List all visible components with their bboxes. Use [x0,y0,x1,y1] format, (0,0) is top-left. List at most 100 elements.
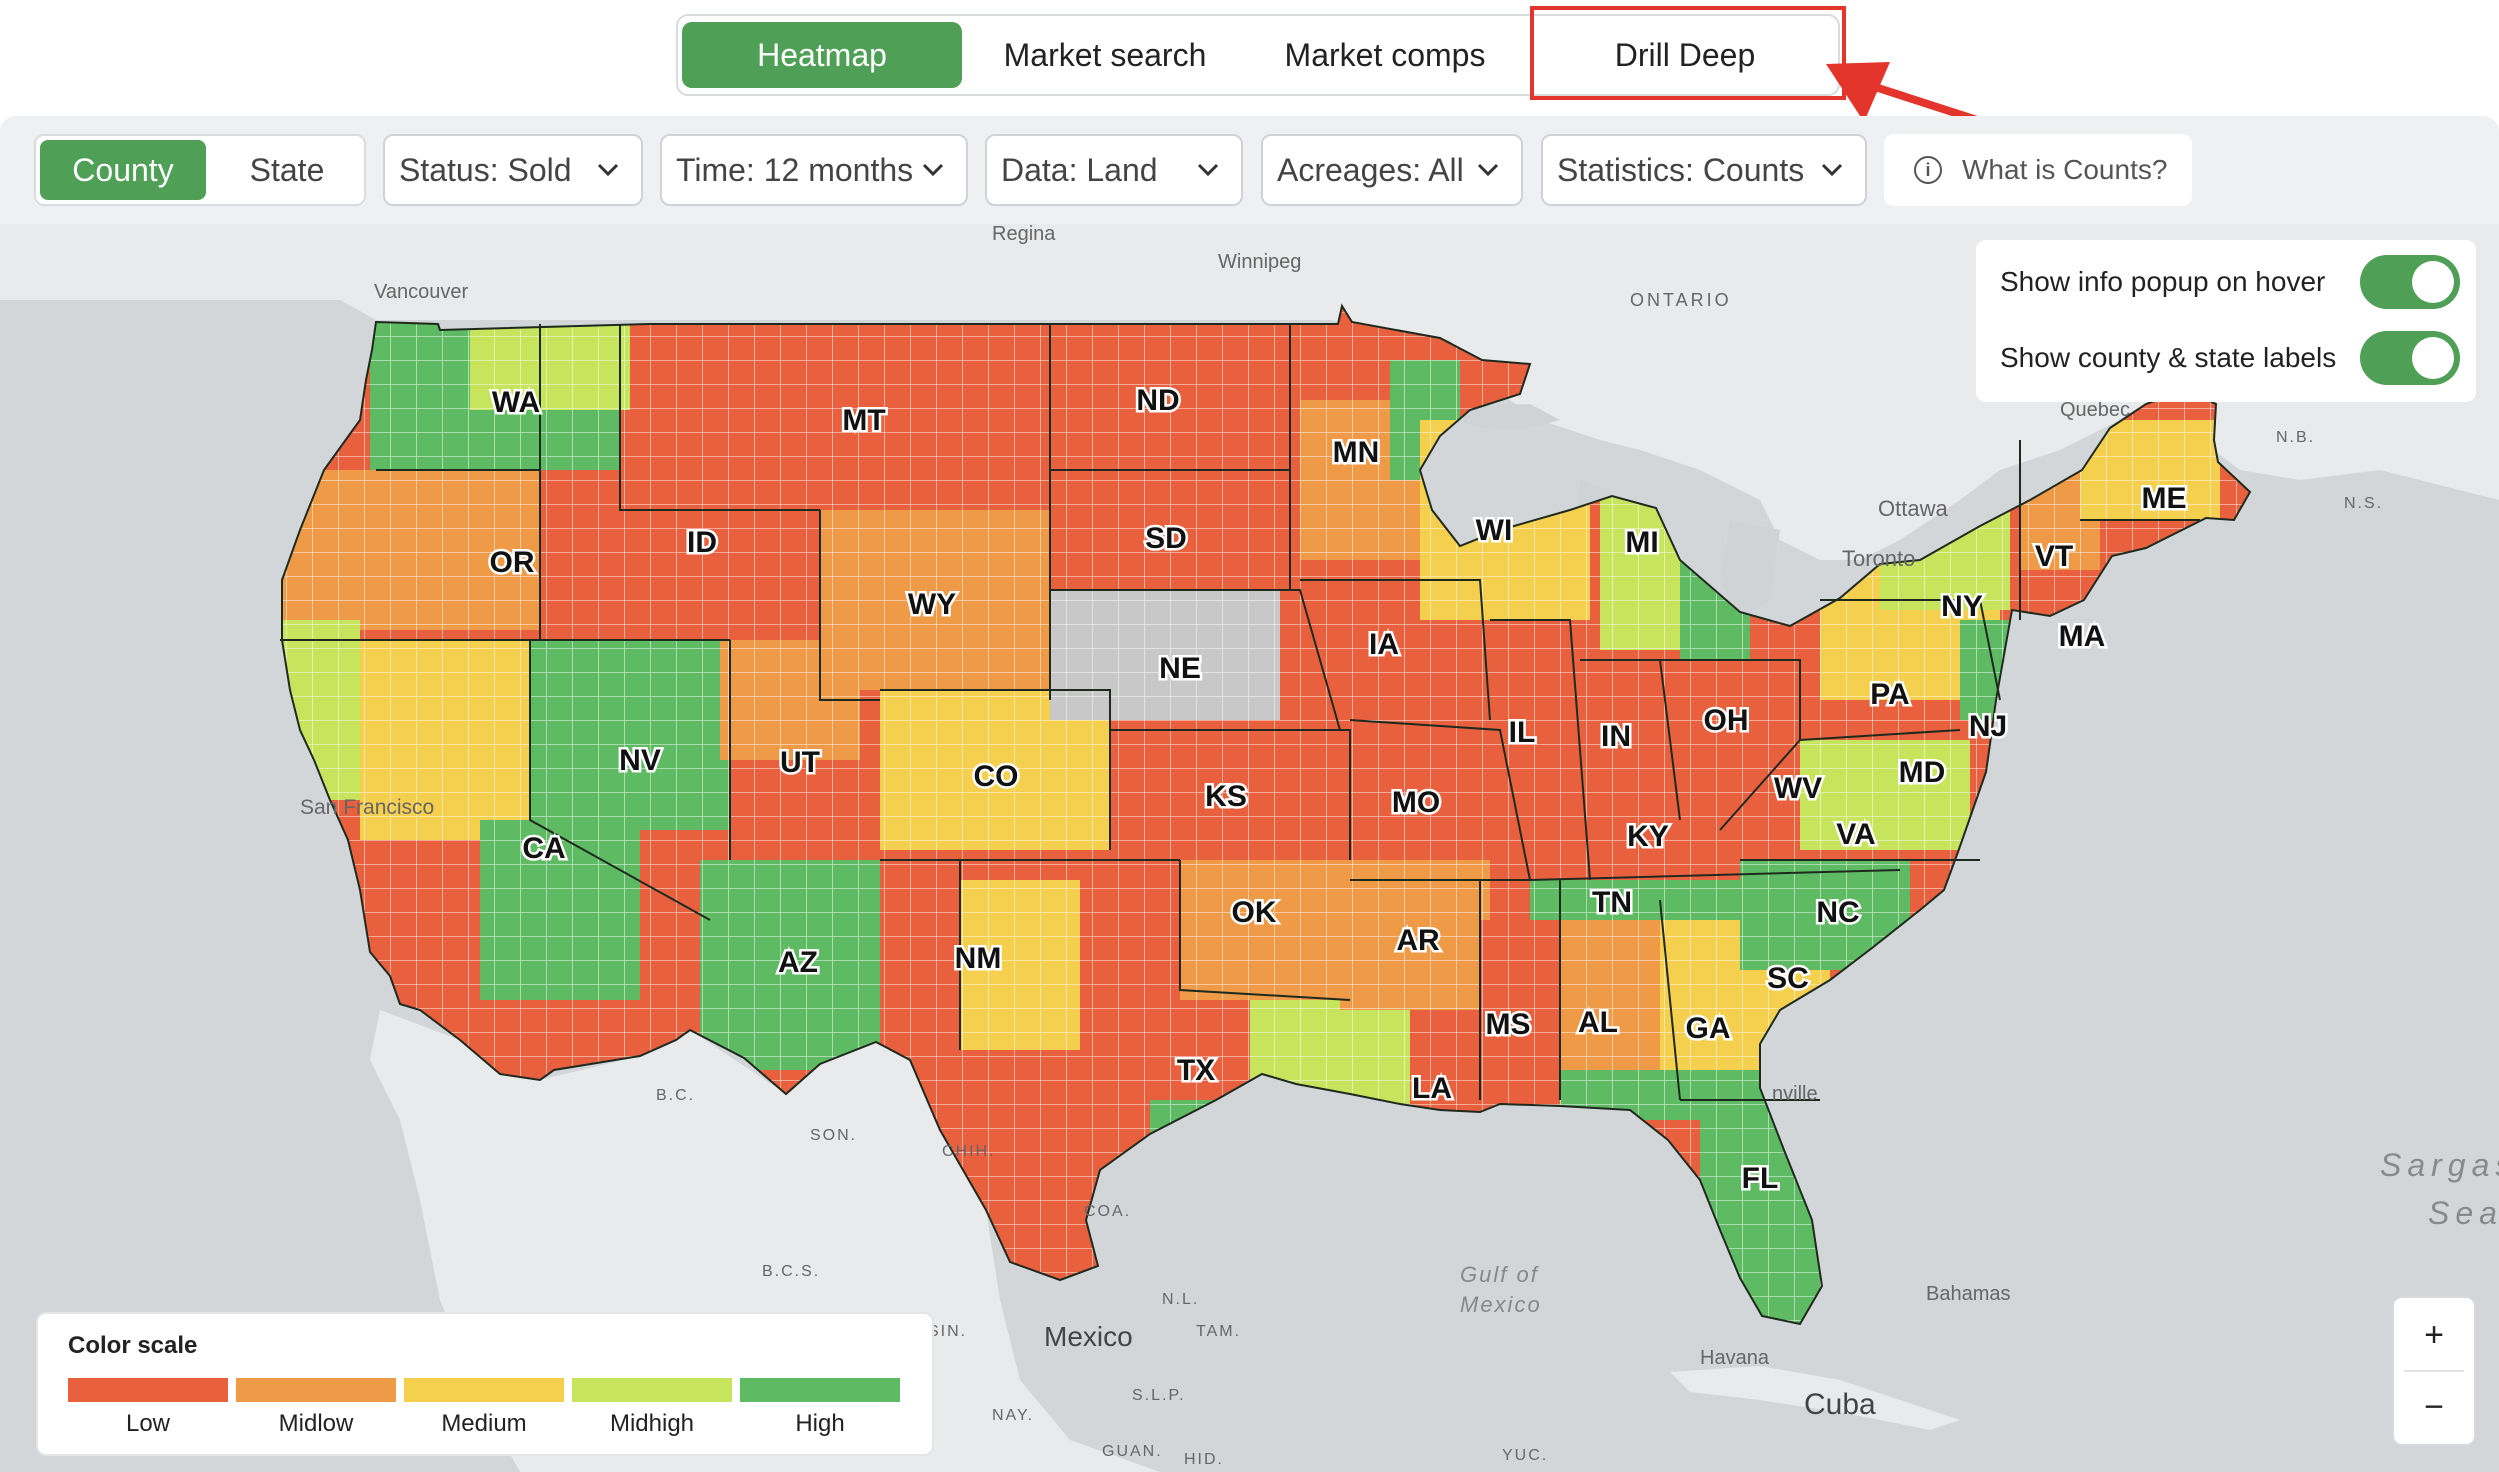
time-dropdown[interactable]: Time: 12 months [660,134,968,206]
label-san-francisco: San Francisco [300,796,434,819]
data-dropdown[interactable]: Data: Land [985,134,1243,206]
label-sargasso: Sargas [2380,1147,2499,1183]
state-label-nc: NC [1816,896,1859,929]
state-label-co: CO [974,760,1019,793]
toggle-knob [2412,261,2454,303]
state-label-mo: MO [1392,786,1440,819]
state-label-wa: WA [492,386,540,419]
state-label-nj: NJ [1969,710,2007,743]
label-quebec: Quebec [2060,399,2130,421]
tab-market-comps[interactable]: Market comps [1284,37,1486,73]
legend-swatch-low [68,1378,228,1402]
chevron-down-icon [1475,136,1501,227]
place-labels: Regina Winnipeg Vancouver ONTARIO Quebec… [300,224,2499,1468]
state-label-vt: VT [2035,540,2073,573]
state-label-wi: WI [1476,514,1513,547]
legend-label-medium: Medium [441,1410,527,1437]
view-tab-bar: Heatmap Market search Market comps Drill… [676,14,1840,96]
state-label-oh: OH [1704,704,1749,737]
zoom-out-button[interactable]: − [2424,1388,2444,1426]
state-label-ks: KS [1205,780,1247,813]
state-label-nd: ND [1136,384,1179,417]
legend-swatch-midhigh [572,1378,732,1402]
chevron-down-icon [920,136,946,227]
state-label-or: OR [490,546,535,579]
info-popup-toggle[interactable] [2360,255,2460,309]
legend-title: Color scale [68,1332,198,1359]
state-option[interactable]: State [249,152,325,188]
state-label-mt: MT [842,404,885,437]
state-label-az: AZ [778,946,818,979]
filter-bar: County State Status: Sold Time: 12 month… [0,116,2499,224]
time-dropdown-label: Time: 12 months [676,152,914,188]
zoom-in-button[interactable]: + [2424,1316,2444,1354]
label-winnipeg: Winnipeg [1218,251,1301,273]
label-nville: nville [1772,1083,1818,1105]
labels-toggle[interactable] [2360,331,2460,385]
label-bahamas: Bahamas [1926,1283,2011,1305]
label-tam: TAM. [1196,1323,1241,1340]
legend-swatch-midlow [236,1378,396,1402]
map-canvas: WA OR CA NV ID MT WY UT AZ CO NM ND SD N… [0,224,2499,1472]
state-label-nm: NM [955,942,1002,975]
label-guan: GUAN. [1102,1443,1163,1460]
label-nay: NAY. [992,1407,1034,1424]
legend-label-low: Low [125,1410,171,1437]
state-label-fl: FL [1742,1162,1779,1195]
statistics-dropdown[interactable]: Statistics: Counts [1541,134,1867,206]
label-bcs: B.C.S. [762,1263,820,1280]
what-is-counts-label: What is Counts? [1962,154,2168,185]
legend-swatch-medium [404,1378,564,1402]
what-is-counts-link[interactable]: i What is Counts? [1884,134,2192,206]
zoom-divider [2404,1370,2464,1372]
label-ns: N.S. [2344,495,2383,512]
label-sea: Sea [2428,1195,2499,1231]
state-label-ia: IA [1369,628,1399,661]
label-gulf-of: Gulf of [1460,1262,1540,1287]
canada-landmass [0,224,2499,560]
state-label-la: LA [1412,1072,1452,1105]
status-dropdown-label: Status: Sold [399,152,572,188]
state-label-ga: GA [1686,1012,1731,1045]
label-mexico: Mexico [1044,1321,1133,1352]
tab-heatmap[interactable]: Heatmap [682,22,962,88]
info-popup-label: Show info popup on hover [2000,266,2326,297]
info-icon: i [1914,156,1942,184]
cuba-landmass [1670,1366,1960,1430]
label-toronto: Toronto [1842,546,1915,571]
status-dropdown[interactable]: Status: Sold [383,134,643,206]
zoom-control: + − [2392,1296,2476,1446]
lake-huron [1720,520,1780,620]
county-option[interactable]: County [40,140,206,200]
heatmap-map[interactable]: WA OR CA NV ID MT WY UT AZ CO NM ND SD N… [0,224,2499,1472]
state-label-va: VA [1836,818,1875,851]
state-label-ms: MS [1486,1008,1531,1041]
statistics-dropdown-label: Statistics: Counts [1557,152,1805,188]
state-label-tx: TX [1177,1054,1215,1087]
state-label-id: ID [687,526,717,559]
chevron-down-icon [595,136,621,227]
tab-market-search[interactable]: Market search [1003,37,1207,73]
label-mexico-gulf: Mexico [1460,1292,1542,1317]
tab-drill-deep[interactable]: Drill Deep [1614,37,1756,73]
state-label-ma: MA [2059,620,2106,653]
state-label-il: IL [1509,716,1536,749]
label-chih: CHIH. [942,1143,996,1160]
state-label-ok: OK [1232,896,1277,929]
state-label-sd: SD [1145,522,1187,555]
state-label-wy: WY [908,588,956,621]
chevron-down-icon [1195,136,1221,227]
state-label-md: MD [1899,756,1946,789]
label-sin: SIN. [928,1323,967,1340]
label-bc-mx: B.C. [656,1087,695,1104]
label-nl: N.L. [1162,1291,1199,1308]
state-label-mn: MN [1333,436,1380,469]
state-label-me: ME [2142,482,2187,515]
state-labels: WA OR CA NV ID MT WY UT AZ CO NM ND SD N… [487,382,2189,1198]
label-nb: N.B. [2276,429,2315,446]
acreages-dropdown-label: Acreages: All [1277,152,1464,188]
drill-deep-highlight-box [1530,6,1846,100]
state-label-in: IN [1601,720,1631,753]
acreages-dropdown[interactable]: Acreages: All [1261,134,1523,206]
label-havana: Havana [1700,1347,1770,1369]
